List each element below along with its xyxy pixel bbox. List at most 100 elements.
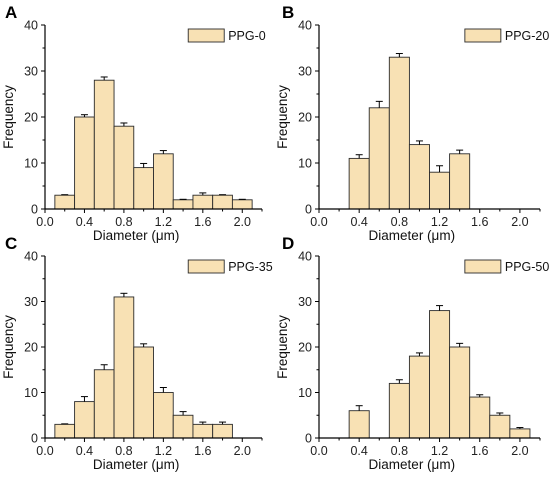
panel-letter: C bbox=[5, 234, 17, 253]
bar bbox=[133, 167, 154, 210]
y-tick-label: 20 bbox=[24, 341, 38, 355]
x-tick-label: 0.4 bbox=[350, 444, 367, 458]
bar bbox=[93, 369, 115, 439]
legend-swatch bbox=[187, 28, 225, 43]
legend-swatch bbox=[187, 259, 225, 274]
x-tick-label: 0.8 bbox=[391, 444, 408, 458]
x-tick-label: 1.6 bbox=[194, 215, 211, 229]
panel-letter: B bbox=[282, 3, 294, 22]
x-tick-label: 2.0 bbox=[511, 444, 528, 458]
bar bbox=[429, 310, 451, 439]
bar bbox=[54, 194, 76, 210]
panel-d: D 0.0 0.4 0.8 1.2 1.6 2.0 0 10 20 30 40 Diameter (μm… bbox=[275, 234, 549, 472]
bar bbox=[489, 414, 511, 439]
y-tick-label: 0 bbox=[31, 203, 38, 217]
panel-b: B 0.0 0.4 0.8 1.2 1.6 2.0 0 10 20 30 40 Diameter (μm… bbox=[275, 3, 549, 243]
y-tick-label: 10 bbox=[298, 157, 312, 171]
y-tick-label: 30 bbox=[298, 295, 312, 309]
bar bbox=[449, 346, 471, 439]
bar bbox=[153, 153, 174, 210]
bar bbox=[469, 396, 491, 439]
bar bbox=[449, 153, 471, 210]
bar bbox=[192, 194, 214, 210]
y-tick-label: 20 bbox=[298, 111, 312, 125]
x-tick-label: 1.2 bbox=[155, 215, 172, 229]
y-tick-label: 0 bbox=[305, 203, 312, 217]
y-tick-label: 20 bbox=[298, 341, 312, 355]
bar bbox=[133, 346, 154, 439]
bar bbox=[172, 414, 194, 439]
bar bbox=[113, 125, 135, 210]
x-tick-label: 0.0 bbox=[36, 444, 53, 458]
bar bbox=[408, 144, 430, 210]
panel-letter: A bbox=[5, 3, 17, 22]
bar bbox=[172, 199, 194, 210]
y-axis-title: Frequency bbox=[1, 85, 16, 149]
x-tick-label: 0.4 bbox=[76, 215, 93, 229]
x-tick-label: 0.0 bbox=[310, 215, 327, 229]
y-tick-label: 40 bbox=[298, 19, 312, 33]
y-tick-label: 40 bbox=[24, 19, 38, 33]
panel-a: A 0.0 0.4 0.8 1.2 1.6 2.0 0 10 20 30 40 Diameter (μm… bbox=[1, 3, 266, 243]
y-tick-label: 30 bbox=[24, 65, 38, 79]
x-tick-label: 0.4 bbox=[350, 215, 367, 229]
bar bbox=[388, 382, 410, 439]
legend-swatch bbox=[464, 259, 502, 274]
bar bbox=[429, 171, 451, 210]
bar bbox=[74, 401, 95, 439]
x-tick-label: 1.2 bbox=[431, 444, 448, 458]
x-tick-label: 2.0 bbox=[234, 444, 251, 458]
x-tick-label: 0.0 bbox=[310, 444, 327, 458]
x-tick-label: 0.0 bbox=[36, 215, 53, 229]
x-tick-label: 1.6 bbox=[194, 444, 211, 458]
y-tick-label: 30 bbox=[298, 65, 312, 79]
x-tick-label: 0.8 bbox=[115, 215, 132, 229]
bar bbox=[348, 410, 370, 439]
legend-label: PPG-35 bbox=[228, 260, 273, 274]
legend-label: PPG-0 bbox=[228, 29, 266, 43]
y-tick-label: 30 bbox=[24, 295, 38, 309]
bar bbox=[192, 423, 214, 439]
panel-c: C 0.0 0.4 0.8 1.2 1.6 2.0 0 10 20 30 40 Diameter (μm… bbox=[1, 234, 273, 472]
bar bbox=[231, 199, 253, 210]
bar bbox=[212, 423, 233, 439]
y-axis-title: Frequency bbox=[275, 315, 290, 379]
bar bbox=[509, 428, 531, 439]
x-axis-title: Diameter (μm) bbox=[93, 457, 180, 472]
bar bbox=[348, 157, 370, 210]
y-axis-title: Frequency bbox=[1, 315, 16, 379]
x-axis-title: Diameter (μm) bbox=[369, 228, 456, 243]
y-tick-label: 10 bbox=[24, 157, 38, 171]
legend-label: PPG-20 bbox=[505, 29, 550, 43]
x-tick-label: 0.8 bbox=[115, 444, 132, 458]
y-axis-title: Frequency bbox=[275, 85, 290, 149]
y-tick-label: 40 bbox=[24, 250, 38, 264]
bar bbox=[368, 107, 390, 210]
bar bbox=[212, 194, 233, 210]
x-tick-label: 0.4 bbox=[76, 444, 93, 458]
y-tick-label: 10 bbox=[298, 386, 312, 400]
x-tick-label: 0.8 bbox=[391, 215, 408, 229]
x-tick-label: 1.2 bbox=[431, 215, 448, 229]
bar bbox=[74, 116, 95, 210]
x-tick-label: 1.6 bbox=[471, 215, 488, 229]
legend-label: PPG-50 bbox=[505, 260, 550, 274]
bar bbox=[93, 79, 115, 210]
bar bbox=[408, 355, 430, 439]
legend-swatch bbox=[464, 28, 502, 43]
x-axis-title: Diameter (μm) bbox=[369, 457, 456, 472]
x-axis-title: Diameter (μm) bbox=[93, 228, 180, 243]
x-tick-label: 1.2 bbox=[155, 444, 172, 458]
y-tick-label: 10 bbox=[24, 386, 38, 400]
y-tick-label: 0 bbox=[305, 432, 312, 446]
bar bbox=[113, 296, 135, 439]
y-tick-label: 20 bbox=[24, 111, 38, 125]
x-tick-label: 2.0 bbox=[511, 215, 528, 229]
bar bbox=[153, 392, 174, 439]
panel-letter: D bbox=[282, 234, 294, 253]
y-tick-label: 40 bbox=[298, 250, 312, 264]
bar bbox=[388, 56, 410, 210]
bar bbox=[54, 423, 76, 439]
y-tick-label: 0 bbox=[31, 432, 38, 446]
